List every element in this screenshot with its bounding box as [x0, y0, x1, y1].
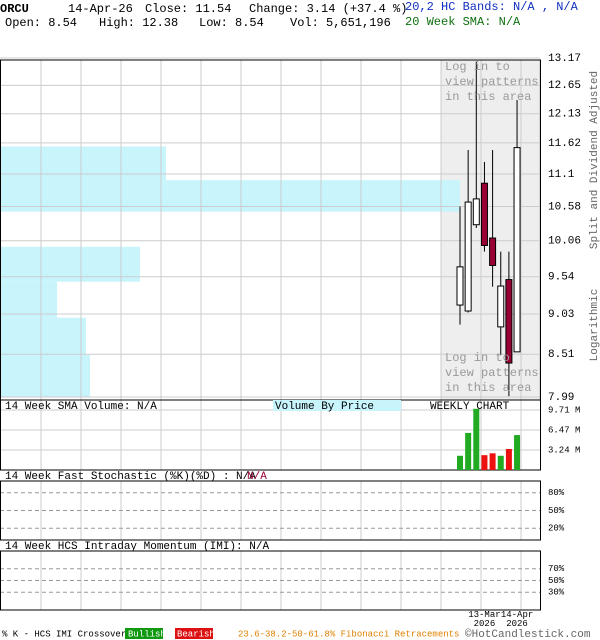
y-tick-label: 12.13 — [548, 109, 581, 121]
high: High: 12.38 — [99, 16, 178, 30]
y-tick-label: 50% — [548, 576, 565, 586]
y-tick-label: 8.51 — [548, 349, 575, 361]
y-tick-label: 12.65 — [548, 80, 581, 92]
y-tick-label: 70% — [548, 564, 565, 574]
x-tick-label-box: 13-Mar 2026 — [468, 611, 501, 629]
candle-body — [489, 237, 497, 266]
volume-bar — [465, 432, 472, 470]
y-axis-label: Logarithmic — [589, 289, 600, 362]
overlay-text: Log in to view patterns in this area — [445, 351, 539, 395]
volume-bar — [473, 408, 480, 470]
y-tick-label: 9.03 — [548, 309, 574, 321]
candle-body — [513, 147, 521, 353]
sma: 20 Week SMA: N/A — [405, 15, 521, 29]
overlay-text-box: Log in to view patterns in this area — [445, 60, 539, 104]
y-tick-label: 3.24 M — [548, 445, 580, 455]
panel-frame — [0, 550, 541, 611]
close: Close: 11.54 — [145, 2, 231, 16]
bearish-box — [175, 628, 213, 639]
panel-title: 14 Week SMA Volume: N/A — [5, 401, 157, 413]
volume-bar — [457, 455, 463, 470]
pattern-area — [440, 59, 541, 401]
change: Change: 3.14 (+37.4 %) — [249, 2, 407, 16]
x-tick-label-box: 14-Apr 2026 — [500, 611, 534, 629]
fibonacci: 23.6-38.2-50-61.8% Fibonacci Retracement… — [238, 629, 459, 639]
crossover: % K - HCS IMI Crossover, — [2, 629, 132, 639]
y-tick-label: 7.99 — [548, 392, 574, 404]
panel-title: 14 Week HCS Intraday Momentum (IMI): N/A — [5, 541, 269, 553]
volume-bar — [514, 435, 521, 470]
panel-frame — [0, 480, 541, 541]
y-axis-label: Split and Dividend Adjusted — [589, 71, 600, 249]
bullish-box — [125, 628, 163, 639]
candle-body — [464, 201, 472, 312]
symbol: ORCU — [0, 2, 29, 16]
volume-by-price-bar — [0, 317, 86, 356]
candle-body — [505, 279, 513, 364]
y-tick-label: 13.17 — [548, 53, 581, 65]
volume-by-price-bar — [0, 246, 140, 282]
y-tick-label: 6.47 M — [548, 425, 580, 435]
panel-title: 14 Week Fast Stochastic (%K)(%D) : N/A — [5, 471, 256, 483]
date: 14-Apr-26 — [68, 2, 133, 16]
volume-bar — [481, 455, 488, 470]
candle-body — [480, 182, 488, 246]
bearish: Bearish — [177, 629, 215, 639]
vbp-label-bg — [273, 400, 401, 411]
volume-bar — [505, 448, 512, 470]
vbp-label: Volume By Price — [275, 401, 374, 413]
volume-by-price-bar — [0, 281, 57, 318]
annotation: WEEKLY CHART — [430, 401, 510, 413]
y-tick-label: 11.62 — [548, 138, 581, 150]
y-tick-label: 9.71 M — [548, 405, 580, 415]
candle-body — [456, 266, 464, 306]
volume: Vol: 5,651,196 — [290, 16, 391, 30]
y-tick-label: 10.58 — [548, 201, 581, 213]
volume-by-price-bar — [0, 146, 166, 181]
bands: 20,2 HC Bands: N/A , N/A — [405, 0, 579, 14]
volume-bar — [497, 455, 504, 470]
volume-by-price-bar — [0, 355, 90, 397]
candle-body — [472, 198, 480, 226]
x-tick-label: 13-Mar 2026 — [468, 611, 501, 629]
x-tick-label: 14-Apr 2026 — [500, 611, 534, 629]
copyright: ©HotCandlestick.com — [465, 629, 591, 640]
overlay-text-box: Log in to view patterns in this area — [445, 351, 539, 395]
y-tick-label: 30% — [548, 588, 565, 598]
y-tick-label: 50% — [548, 506, 565, 516]
panel-frame — [0, 399, 541, 471]
overlay-text: Log in to view patterns in this area — [445, 60, 539, 104]
volume-bar — [489, 453, 496, 470]
y-tick-label: 9.54 — [548, 272, 575, 284]
open: Open: 8.54 — [5, 16, 77, 30]
y-tick-label: 20% — [548, 524, 565, 534]
y-tick-label: 11.1 — [548, 169, 575, 181]
y-tick-label: 10.06 — [548, 236, 581, 248]
y-tick-label: 80% — [548, 488, 565, 498]
candle-body — [497, 285, 505, 328]
panel-status: N/A — [247, 471, 267, 483]
low: Low: 8.54 — [199, 16, 264, 30]
bullish: Bullish — [128, 629, 166, 639]
